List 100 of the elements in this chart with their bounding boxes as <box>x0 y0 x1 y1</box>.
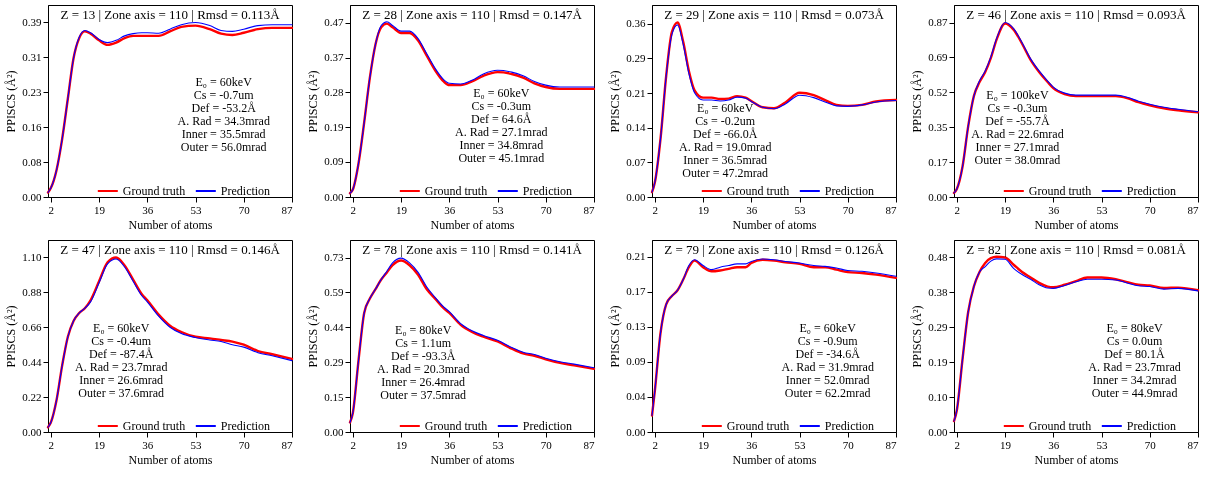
y-tick-label: 0.38 <box>928 285 948 298</box>
annotation: E₀ = 60keV <box>93 321 150 336</box>
y-tick-label: 0.00 <box>928 190 948 203</box>
annotation: Def = 64.6Å <box>471 112 532 127</box>
chart-title: Z = 47 | Zone axis = 110 | Rmsd = 0.146Å <box>60 242 281 257</box>
y-tick-label: 0.66 <box>22 320 42 333</box>
y-tick-label: 0.29 <box>626 51 646 64</box>
annotation: E₀ = 80keV <box>395 323 452 338</box>
x-tick-label: 70 <box>842 438 855 451</box>
x-tick-label: 36 <box>444 203 456 216</box>
x-axis-title: Number of atoms <box>1034 217 1119 232</box>
x-tick-label: 70 <box>540 203 553 216</box>
y-tick-label: 0.00 <box>324 425 344 438</box>
x-tick-label: 53 <box>794 203 807 216</box>
y-tick-label: 0.88 <box>22 285 42 298</box>
x-tick-label: 87 <box>583 438 595 451</box>
legend-label: Prediction <box>220 419 271 433</box>
annotation: Inner = 52.0mrad <box>785 373 870 388</box>
y-tick-label: 0.52 <box>928 85 948 98</box>
chart-title: Z = 46 | Zone axis = 110 | Rmsd = 0.093Å <box>966 7 1187 22</box>
annotation: Def = -34.6Å <box>795 347 861 362</box>
x-tick-label: 87 <box>885 438 897 451</box>
annotation: A. Rad = 23.7mrad <box>74 360 168 375</box>
y-tick-label: 0.16 <box>22 120 42 133</box>
annotation: Def = -55.7Å <box>985 114 1050 129</box>
annotation: Outer = 62.2mrad <box>784 386 871 401</box>
y-tick-label: 0.08 <box>22 155 42 168</box>
x-tick-label: 87 <box>1187 438 1199 451</box>
y-tick-label: 0.09 <box>626 355 646 368</box>
y-tick-label: 0.19 <box>324 120 344 133</box>
annotation: A. Rad = 19.0mrad <box>678 139 772 154</box>
chart-title: Z = 82 | Zone axis = 110 | Rmsd = 0.081Å <box>966 242 1187 257</box>
y-tick-label: 0.17 <box>626 285 646 298</box>
annotation: E₀ = 100keV <box>986 88 1049 103</box>
y-tick-label: 0.09 <box>324 155 344 168</box>
legend-label: Prediction <box>220 184 271 198</box>
x-tick-label: 87 <box>583 203 595 216</box>
y-tick-label: 0.00 <box>626 190 646 203</box>
x-axis-title: Number of atoms <box>430 217 515 232</box>
annotation: Outer = 37.5mrad <box>380 388 467 403</box>
y-tick-label: 0.28 <box>324 85 344 98</box>
x-axis-title: Number of atoms <box>732 217 817 232</box>
x-tick-label: 19 <box>1000 203 1012 216</box>
annotation: Inner = 36.5mrad <box>683 152 768 167</box>
y-tick-label: 0.07 <box>626 155 646 168</box>
annotation: E₀ = 60keV <box>799 321 857 336</box>
x-axis-title: Number of atoms <box>128 217 213 232</box>
annotation: Outer = 37.6mrad <box>78 386 165 401</box>
chart-title: Z = 29 | Zone axis = 110 | Rmsd = 0.073Å <box>664 7 885 22</box>
annotation: Outer = 38.0mrad <box>974 153 1061 168</box>
y-tick-label: 0.21 <box>626 250 646 263</box>
annotation: E₀ = 80keV <box>1106 321 1164 336</box>
x-axis-title: Number of atoms <box>430 452 515 467</box>
y-axis-title: PPISCS (Å²) <box>4 305 19 368</box>
x-tick-label: 2 <box>350 203 357 216</box>
annotation: A. Rad = 27.1mrad <box>455 125 548 140</box>
x-tick-label: 87 <box>1187 203 1199 216</box>
annotation: E₀ = 60keV <box>697 100 754 115</box>
x-tick-label: 53 <box>492 203 505 216</box>
x-tick-label: 19 <box>698 203 710 216</box>
annotation: Def = -66.0Å <box>692 126 758 141</box>
x-tick-label: 2 <box>652 438 659 451</box>
annotation: Outer = 47.2mrad <box>682 165 769 180</box>
legend-label: Prediction <box>522 419 573 433</box>
x-tick-label: 87 <box>281 203 293 216</box>
x-tick-label: 19 <box>94 203 106 216</box>
chart-title: Z = 28 | Zone axis = 110 | Rmsd = 0.147Å <box>362 7 583 22</box>
y-tick-label: 0.00 <box>22 190 42 203</box>
x-tick-label: 70 <box>1144 438 1157 451</box>
annotation: Def = 80.1Å <box>1104 347 1166 362</box>
y-tick-label: 0.14 <box>626 121 646 134</box>
legend-label: Ground truth <box>1028 419 1092 433</box>
legend-label: Prediction <box>1126 419 1177 433</box>
x-tick-label: 36 <box>746 203 758 216</box>
legend-label: Ground truth <box>122 184 186 198</box>
x-axis-title: Number of atoms <box>128 452 213 467</box>
y-tick-label: 0.87 <box>928 16 948 29</box>
x-tick-label: 53 <box>492 438 505 451</box>
annotation: A. Rad = 20.3mrad <box>376 362 470 377</box>
legend-label: Ground truth <box>122 419 186 433</box>
x-tick-label: 36 <box>142 203 154 216</box>
annotation: Inner = 35.5mrad <box>181 126 266 141</box>
y-axis-title: PPISCS (Å²) <box>910 70 925 133</box>
y-tick-label: 0.15 <box>324 390 344 403</box>
legend-label: Prediction <box>824 184 875 198</box>
y-tick-label: 0.17 <box>928 155 948 168</box>
y-axis-title: PPISCS (Å²) <box>306 70 321 133</box>
annotation: Def = -93.3Å <box>390 349 456 364</box>
x-tick-label: 70 <box>540 438 553 451</box>
x-tick-label: 36 <box>142 438 154 451</box>
y-tick-label: 0.44 <box>324 320 344 333</box>
x-tick-label: 2 <box>652 203 659 216</box>
x-tick-label: 70 <box>1144 203 1157 216</box>
x-tick-label: 53 <box>1096 203 1109 216</box>
x-tick-label: 2 <box>350 438 357 451</box>
y-tick-label: 0.23 <box>22 85 42 98</box>
annotation: Outer = 44.9mrad <box>1091 386 1178 401</box>
annotation: Inner = 27.1mrad <box>975 140 1060 155</box>
x-tick-label: 2 <box>954 203 961 216</box>
y-tick-label: 0.29 <box>928 320 948 333</box>
